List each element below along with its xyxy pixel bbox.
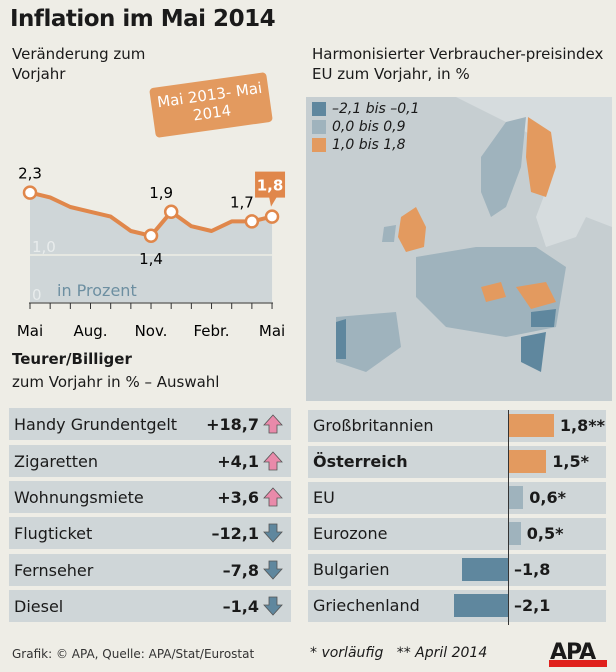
arrow-down-icon: [263, 596, 283, 616]
bar-value: 1,8**: [559, 416, 605, 435]
row-label: Zigaretten: [14, 451, 98, 471]
bar: [508, 450, 547, 473]
arrow-down-icon: [263, 560, 283, 580]
row-label: Wohnungsmiete: [14, 487, 144, 507]
bar: [462, 558, 508, 581]
map-greece: [521, 332, 546, 372]
row-value: +4,1: [217, 451, 259, 471]
row-label: Flugticket: [14, 523, 93, 543]
bar-label: Österreich: [313, 452, 408, 471]
bar-row: Bulgarien –1,8: [308, 554, 606, 586]
row-value: –12,1: [211, 523, 259, 543]
map-legend: –2,1 bis –0,1 0,0 bis 0,9 1,0 bis 1,8: [312, 100, 420, 154]
table-row: Fernseher –7,8: [9, 554, 291, 586]
arrow-up-icon: [263, 451, 283, 471]
unit-label: in Prozent: [57, 281, 137, 300]
legend-item: –2,1 bis –0,1: [312, 100, 420, 118]
arrow-up-icon: [263, 414, 283, 434]
data-point: [244, 214, 260, 229]
y-tick-label: 1,0: [32, 238, 56, 256]
bar: [508, 522, 521, 545]
table-row: Diesel –1,4: [9, 590, 291, 622]
bar-label: Großbritannien: [313, 416, 434, 435]
line-chart-subtitle: Veränderung zum Vorjahr: [12, 45, 146, 83]
bar: [508, 486, 524, 509]
data-point: [163, 204, 179, 220]
row-label: Fernseher: [14, 560, 94, 580]
row-value: –7,8: [222, 560, 259, 580]
map-austria: [481, 282, 506, 302]
row-label: Diesel: [14, 596, 64, 616]
highlight-pointer: [269, 196, 278, 207]
x-tick-label: Febr.: [193, 322, 229, 340]
data-label: 1,7: [230, 193, 254, 211]
bar: [454, 594, 508, 617]
table-row: Flugticket –12,1: [9, 517, 291, 549]
table-row: Wohnungsmiete +3,6: [9, 481, 291, 513]
table-title: Teurer/Billiger: [12, 350, 132, 368]
table-row: Zigaretten +4,1: [9, 445, 291, 477]
bar-value: 0,6*: [529, 488, 567, 507]
row-value: +18,7: [206, 414, 259, 434]
bar-zero-axis: [508, 410, 509, 625]
arrow-down-icon: [263, 523, 283, 543]
table-row: Handy Grundentgelt +18,7: [9, 408, 291, 440]
map-finland: [526, 117, 556, 197]
bar-label: Griechenland: [313, 596, 420, 615]
bar-row: Großbritannien 1,8**: [308, 410, 606, 442]
data-label: 1,4: [139, 250, 163, 268]
bar: [508, 414, 554, 437]
bar-row: Griechenland –2,1: [308, 590, 606, 622]
europe-map: [306, 97, 612, 401]
y-tick-label: 0: [32, 286, 42, 304]
bar-label: Bulgarien: [313, 560, 390, 579]
row-label: Handy Grundentgelt: [14, 414, 178, 434]
map-romania: [516, 282, 556, 309]
bar-row: Eurozone 0,5*: [308, 518, 606, 550]
x-tick-label: Aug.: [73, 322, 107, 340]
map-bulgaria: [531, 309, 556, 327]
apa-logo-bar: [549, 660, 607, 667]
data-label: 2,3: [18, 165, 42, 183]
line-chart: 0 1,0 in Prozent Mai Aug. Nov. Febr. Mai 2,3 1,4 1…: [17, 165, 286, 340]
data-label: 1,9: [149, 184, 173, 202]
row-value: +3,6: [217, 487, 259, 507]
legend-item: 0,0 bis 0,9: [312, 118, 420, 136]
bar-label: Eurozone: [313, 524, 388, 543]
data-point: [143, 228, 159, 244]
bar-row: EU 0,6*: [308, 482, 606, 514]
data-point: [22, 185, 38, 200]
x-tick-label: Nov.: [135, 322, 168, 340]
table-subtitle: zum Vorjahr in % – Auswahl: [12, 373, 220, 391]
map-portugal: [336, 319, 346, 359]
x-tick-label: Mai: [17, 322, 43, 340]
bar-value: –2,1: [514, 596, 551, 615]
row-value: –1,4: [222, 596, 259, 616]
arrow-up-icon: [263, 487, 283, 507]
page-title: Inflation im Mai 2014: [10, 6, 276, 32]
source-credit: Grafik: © APA, Quelle: APA/Stat/Eurostat: [12, 647, 255, 661]
bar-value: –1,8: [514, 560, 551, 579]
map-sweden: [481, 117, 526, 217]
map-uk: [398, 207, 426, 252]
bar-value: 0,5*: [526, 524, 564, 543]
x-tick-label: Mai: [259, 322, 285, 340]
data-point: [264, 209, 280, 224]
bar-row: Österreich 1,5*: [308, 446, 606, 478]
area-fill: [30, 192, 273, 303]
map-title: Harmonisierter Verbraucher-preisindex EU…: [312, 45, 604, 83]
highlight-box: [255, 171, 286, 198]
bar-value: 1,5*: [552, 452, 589, 471]
bar-label: EU: [313, 488, 335, 507]
footnotes: * vorläufig ** April 2014: [310, 645, 488, 661]
data-label: 1,8: [257, 177, 284, 195]
legend-item: 1,0 bis 1,8: [312, 136, 420, 154]
